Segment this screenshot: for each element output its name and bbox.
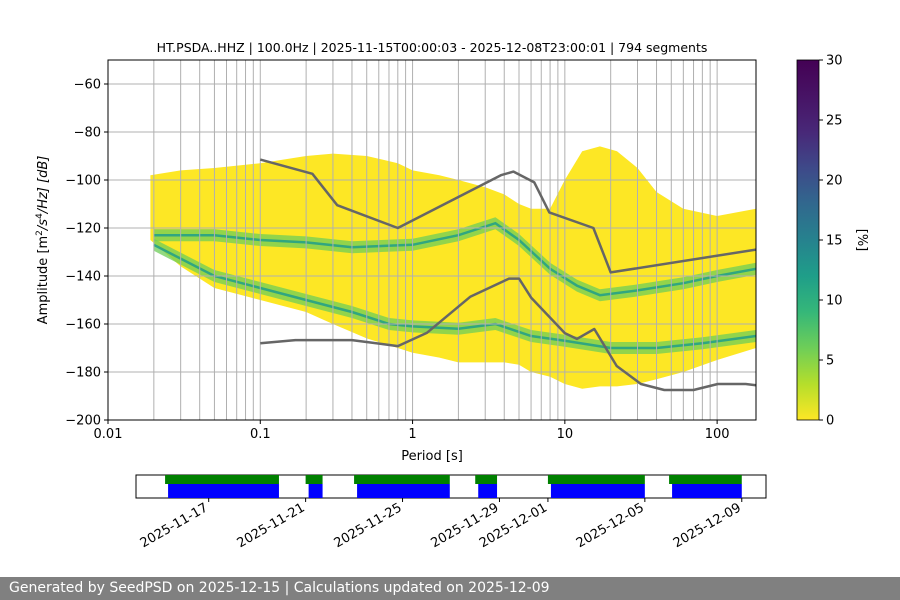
footer-bar: Generated by SeedPSD on 2025-12-15 | Cal… xyxy=(0,577,900,600)
colorbar-tick-label: 20 xyxy=(826,174,843,189)
x-tick-label: 1 xyxy=(408,427,416,442)
date-tick-label: 2025-12-05 xyxy=(574,500,647,551)
date-tick-label: 2025-11-17 xyxy=(138,500,211,551)
colorbar-tick-label: 0 xyxy=(826,414,834,429)
x-axis-label: Period [s] xyxy=(401,449,463,464)
availability-block-top xyxy=(547,475,645,484)
x-tick-label: 10 xyxy=(557,427,574,442)
colorbar-tick-label: 5 xyxy=(826,354,834,369)
date-tick-label: 2025-12-09 xyxy=(671,500,744,551)
availability-block-top xyxy=(354,475,450,484)
density-band-lower-main-mode xyxy=(153,238,756,354)
plot-frame xyxy=(107,59,757,421)
grid-vertical xyxy=(153,60,718,420)
availability-block-top xyxy=(165,475,279,484)
colorbar-gradient xyxy=(796,59,820,421)
footer-text: Generated by SeedPSD on 2025-12-15 | Cal… xyxy=(9,580,550,596)
grid-horizontal xyxy=(108,83,756,373)
availability-blocks xyxy=(165,475,742,498)
density-ridge-upper-main-mode xyxy=(153,221,756,297)
availability-block-top xyxy=(669,475,742,484)
density-band-upper-main-mode xyxy=(153,217,756,302)
availability-block-bottom xyxy=(308,484,323,498)
y-tick-label: −160 xyxy=(65,318,101,333)
x-tick-label: 0.1 xyxy=(250,427,271,442)
availability-block-bottom xyxy=(672,484,742,498)
y-axis-label: Amplitude [m2/s4/Hz] [dB] xyxy=(35,156,51,325)
x-tick-label: 100 xyxy=(705,427,730,442)
y-tick-label: −80 xyxy=(74,126,101,141)
colorbar-tick-label: 10 xyxy=(826,294,843,309)
y-tick-label: −100 xyxy=(65,174,101,189)
noise-model-low-line xyxy=(260,277,756,392)
date-tick-label: 2025-11-21 xyxy=(235,500,308,551)
date-tick-label: 2025-11-25 xyxy=(332,500,405,551)
plot-area: 0.01 0.1 1 10 100 −60 −80 −100 −120 −140 −160 −180… xyxy=(65,59,757,442)
colorbar-tick-label: 25 xyxy=(826,114,843,129)
y-tick-label: −140 xyxy=(65,270,101,285)
y-axis-ticks: −60 −80 −100 −120 −140 −160 −180 −200 xyxy=(65,78,108,429)
y-tick-label: −200 xyxy=(65,414,101,429)
availability-date-ticks: 2025-11-17 2025-11-21 2025-11-25 2025-11-29… xyxy=(138,498,744,551)
y-tick-label: −60 xyxy=(74,78,101,93)
noise-model-high-line xyxy=(259,158,756,274)
availability-block-top xyxy=(475,475,498,484)
x-tick-label: 0.01 xyxy=(94,427,123,442)
colorbar: 0 5 10 15 20 25 30 [%] xyxy=(796,54,869,429)
colorbar-tick-label: 15 xyxy=(826,234,843,249)
colorbar-label: [%] xyxy=(854,229,869,252)
availability-block-bottom xyxy=(168,484,279,498)
colorbar-ticks: 0 5 10 15 20 25 30 xyxy=(819,54,843,429)
psd-density-envelope xyxy=(150,146,756,389)
availability-block-bottom xyxy=(550,484,645,498)
colorbar-tick-label: 30 xyxy=(826,54,843,69)
availability-panel: 2025-11-17 2025-11-21 2025-11-25 2025-11-29… xyxy=(135,474,767,551)
x-axis-ticks: 0.01 0.1 1 10 100 xyxy=(94,420,730,442)
chart-title: HT.PSDA..HHZ | 100.0Hz | 2025-11-15T00:0… xyxy=(157,40,708,55)
availability-block-bottom xyxy=(478,484,498,498)
availability-block-top xyxy=(305,475,323,484)
y-tick-label: −120 xyxy=(65,222,101,237)
y-tick-label: −180 xyxy=(65,366,101,381)
availability-block-bottom xyxy=(357,484,450,498)
